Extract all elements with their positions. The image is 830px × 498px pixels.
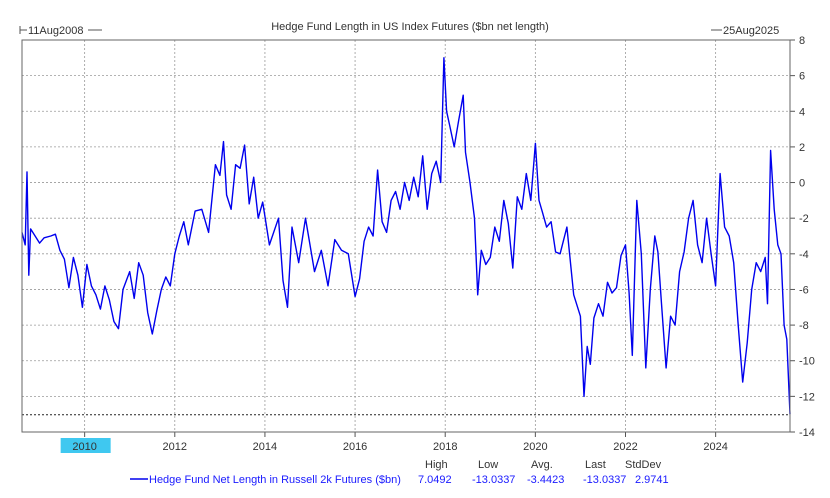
y-tick-label: -4 (799, 249, 809, 261)
y-tick-label: -6 (799, 284, 809, 296)
y-tick-label: 6 (799, 71, 805, 83)
stats-value-stddev: 2.9741 (635, 474, 669, 486)
stats-value-last: -13.0337 (583, 474, 626, 486)
x-tick-label: 2022 (613, 441, 637, 453)
x-tick-label: 2018 (433, 441, 457, 453)
legend-series-label: Hedge Fund Net Length in Russell 2k Futu… (149, 474, 401, 486)
y-tick-label: 2 (799, 142, 805, 154)
stats-value-avg: -3.4423 (527, 474, 564, 486)
end-date-label: 25Aug2025 (723, 25, 779, 37)
y-tick-label: -10 (799, 356, 815, 368)
series-line (21, 57, 791, 415)
y-tick-label: 8 (799, 35, 805, 47)
x-tick-label: 2020 (523, 441, 547, 453)
series-layer (21, 57, 791, 415)
y-tick-label: 0 (799, 178, 805, 190)
y-tick-label: -12 (799, 391, 815, 403)
stats-header-stddev: StdDev (625, 459, 662, 471)
stats-header-avg: Avg. (531, 459, 553, 471)
stats-value-low: -13.0337 (472, 474, 515, 486)
stats-header-last: Last (585, 459, 606, 471)
highlight-marker (60, 438, 111, 453)
stats-header-low: Low (478, 459, 498, 471)
legend: High Low Avg. Last StdDev Hedge Fund Net… (130, 459, 669, 486)
y-tick-label: -14 (799, 427, 815, 439)
stats-header-high: High (425, 459, 448, 471)
plot-border (21, 39, 791, 433)
x-tick-label: 2016 (343, 441, 367, 453)
x-tick-label: 2012 (163, 441, 187, 453)
x-tick-label: 2014 (253, 441, 277, 453)
chart-title: Hedge Fund Length in US Index Futures ($… (271, 21, 549, 33)
x-tick-label: 2024 (703, 441, 727, 453)
y-tick-label: 4 (799, 106, 805, 118)
x-tick-highlight (60, 438, 111, 453)
y-tick-label: -2 (799, 213, 809, 225)
y-tick-label: -8 (799, 320, 809, 332)
x-tick-label: 2010 (72, 441, 96, 453)
y-axis: 8 6 4 2 0 -2 -4 -6 -8 -10 -12 -14 (790, 35, 815, 439)
start-date-label: 11Aug2008 (28, 25, 83, 37)
stats-value-high: 7.0492 (418, 474, 452, 486)
x-axis: 2010 2012 2014 2016 2018 2020 2022 2024 (72, 432, 728, 453)
grid (22, 40, 790, 432)
